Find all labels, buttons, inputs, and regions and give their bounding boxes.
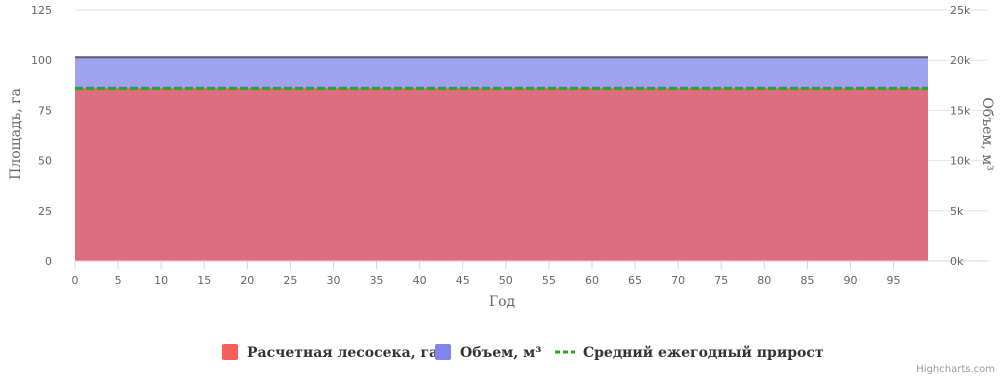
legend-label-cutting-area: Расчетная лесосека, га bbox=[247, 345, 438, 361]
legend-swatch-volume bbox=[435, 344, 451, 360]
y-left-tick-label: 75 bbox=[38, 104, 52, 117]
y-right-tick-label: 5k bbox=[950, 205, 964, 218]
x-tick-label: 65 bbox=[628, 274, 642, 287]
y-right-tick-label: 0k bbox=[950, 255, 964, 268]
x-tick-label: 10 bbox=[154, 274, 168, 287]
y-left-tick-label: 50 bbox=[38, 155, 52, 168]
y-left-tick-label: 125 bbox=[31, 4, 52, 17]
area-cutting-area bbox=[75, 89, 928, 261]
legend-label-average-increment: Средний ежегодный прирост bbox=[583, 344, 824, 361]
y-right-tick-label: 25k bbox=[950, 4, 971, 17]
x-axis: 0 5 10 15 20 25 30 35 40 45 50 55 60 65 70 75 80 85 90 95 bbox=[72, 260, 928, 287]
x-tick-label: 40 bbox=[413, 274, 427, 287]
x-tick-label: 50 bbox=[499, 274, 513, 287]
y-axis-right-title: Объем, м³ bbox=[979, 97, 995, 170]
legend: Расчетная лесосека, га Объем, м³ Средний… bbox=[222, 344, 824, 361]
y-right-tick-label: 15k bbox=[950, 104, 971, 117]
x-tick-label: 35 bbox=[370, 274, 384, 287]
x-tick-label: 45 bbox=[456, 274, 470, 287]
x-tick-label: 5 bbox=[115, 274, 122, 287]
y-left-tick-label: 0 bbox=[45, 255, 52, 268]
y-axis-right: 0k 5k 10k 15k 20k 25k bbox=[950, 4, 971, 268]
x-tick-label: 15 bbox=[197, 274, 211, 287]
y-axis-left: 0 25 50 75 100 125 bbox=[31, 4, 52, 268]
x-tick-label: 30 bbox=[326, 274, 340, 287]
x-tick-label: 55 bbox=[542, 274, 556, 287]
x-tick-label: 70 bbox=[671, 274, 685, 287]
y-right-tick-label: 10k bbox=[950, 155, 971, 168]
x-tick-label: 90 bbox=[843, 274, 857, 287]
plot-series bbox=[75, 56, 928, 261]
y-left-tick-label: 25 bbox=[38, 205, 52, 218]
x-tick-label: 0 bbox=[72, 274, 79, 287]
x-axis-title: Год bbox=[489, 294, 516, 310]
legend-swatch-cutting-area bbox=[222, 344, 238, 360]
credits-link[interactable]: Highcharts.com bbox=[916, 364, 995, 375]
legend-item-cutting-area[interactable]: Расчетная лесосека, га bbox=[222, 344, 438, 361]
legend-item-average-increment[interactable]: Средний ежегодный прирост bbox=[555, 344, 824, 361]
x-tick-label: 75 bbox=[714, 274, 728, 287]
x-tick-label: 25 bbox=[283, 274, 297, 287]
y-axis-left-title: Площадь, га bbox=[8, 88, 24, 180]
x-tick-label: 95 bbox=[887, 274, 901, 287]
x-tick-label: 60 bbox=[585, 274, 599, 287]
legend-item-volume[interactable]: Объем, м³ bbox=[435, 344, 541, 361]
x-tick-label: 20 bbox=[240, 274, 254, 287]
legend-label-volume: Объем, м³ bbox=[460, 345, 541, 361]
x-tick-label: 80 bbox=[757, 274, 771, 287]
y-right-tick-label: 20k bbox=[950, 54, 971, 67]
y-left-tick-label: 100 bbox=[31, 54, 52, 67]
x-tick-label: 85 bbox=[800, 274, 814, 287]
